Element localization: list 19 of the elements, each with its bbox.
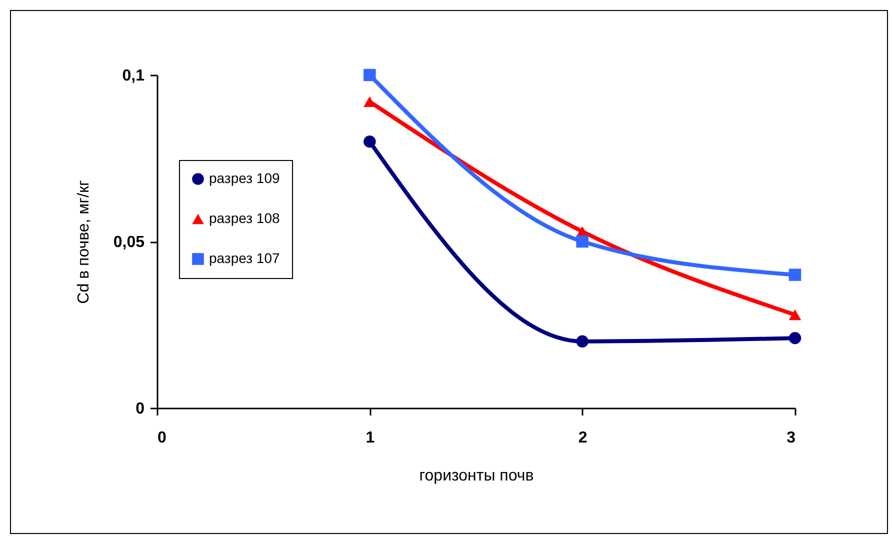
y-tick-label: 0,05 [113,234,145,251]
y-tick-label: 0,1 [122,68,145,84]
x-tick-label: 3 [786,430,796,446]
x-tick-label: 0 [158,430,166,446]
point [788,309,802,320]
y-tick-label: 0 [136,400,145,418]
point [576,235,588,248]
point [788,268,802,281]
y-axis-title: Cd в почве, мг/кг [75,180,92,304]
x-axis-title: горизонты почв [419,468,534,484]
x-tick-label: 1 [366,430,375,446]
legend-label: разрез 109 [209,170,280,186]
x-tick-label: 2 [578,430,588,446]
point [788,332,802,344]
point [364,135,376,148]
point [576,335,588,348]
point [364,68,376,82]
legend-label: разрез 108 [209,210,280,226]
legend-label: разрез 107 [209,250,280,266]
